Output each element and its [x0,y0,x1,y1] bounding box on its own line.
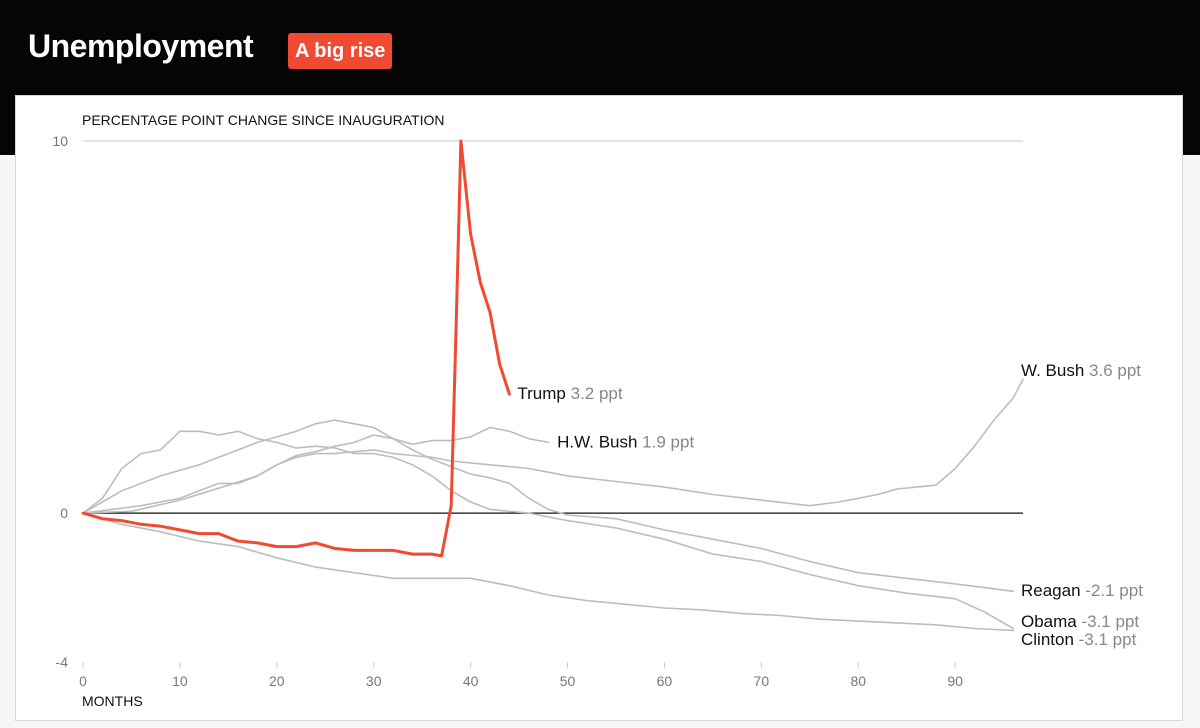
series-label-h-w-bush: H.W. Bush 1.9 ppt [557,432,694,451]
x-tick-label: 10 [172,673,188,689]
x-tick-label: 20 [269,673,285,689]
series-name: Trump [517,384,566,403]
axis-ticks: 10 0 -4 0 10 20 30 40 50 60 70 80 90 [52,133,963,689]
series-line-trump [81,139,511,558]
series-line-clinton [82,512,1015,632]
series-line-h-w-bush [82,426,549,514]
series-value: 3.6 ppt [1084,361,1141,380]
series-value: 1.9 ppt [637,432,694,451]
x-tick-label: 70 [754,673,770,689]
x-axis-label: MONTHS [82,693,143,709]
y-axis-label: PERCENTAGE POINT CHANGE SINCE INAUGURATI… [82,112,445,128]
grid-layer [83,140,1023,514]
x-tick-label: 60 [657,673,673,689]
x-tick-label: 0 [79,673,87,689]
series-name: W. Bush [1021,361,1084,380]
series-labels: Reagan -2.1 ppt H.W. Bush 1.9 ppt W. Bush … [517,361,1143,649]
series-name: Clinton [1021,630,1074,649]
x-tick-label: 40 [463,673,479,689]
x-tick-label: 90 [947,673,963,689]
series-name: H.W. Bush [557,432,637,451]
series-line-obama [82,430,1015,630]
series-line-reagan [82,419,1015,593]
series-value: -2.1 ppt [1081,581,1144,600]
headline-badge: A big rise [288,33,393,69]
series-label-trump: Trump 3.2 ppt [517,384,622,403]
series-line-w-bush [82,378,1024,514]
series-name: Obama [1021,612,1077,631]
series-name: Reagan [1021,581,1081,600]
x-tick-label: 80 [850,673,866,689]
series-lines [81,139,1024,632]
x-tick-label: 50 [560,673,576,689]
series-label-w-bush: W. Bush 3.6 ppt [1021,361,1141,380]
page-title: Unemployment [28,28,254,64]
series-label-reagan: Reagan -2.1 ppt [1021,581,1143,600]
series-value: -3.1 ppt [1077,612,1140,631]
series-label-clinton: Clinton -3.1 ppt [1021,630,1137,649]
series-label-obama: Obama -3.1 ppt [1021,612,1139,631]
x-tick-label: 30 [366,673,382,689]
y-tick-label: 0 [60,505,68,521]
series-value: -3.1 ppt [1074,630,1137,649]
y-tick-label: -4 [56,654,69,670]
chart-card [15,95,1183,721]
series-value: 3.2 ppt [566,384,623,403]
y-tick-label: 10 [52,133,68,149]
